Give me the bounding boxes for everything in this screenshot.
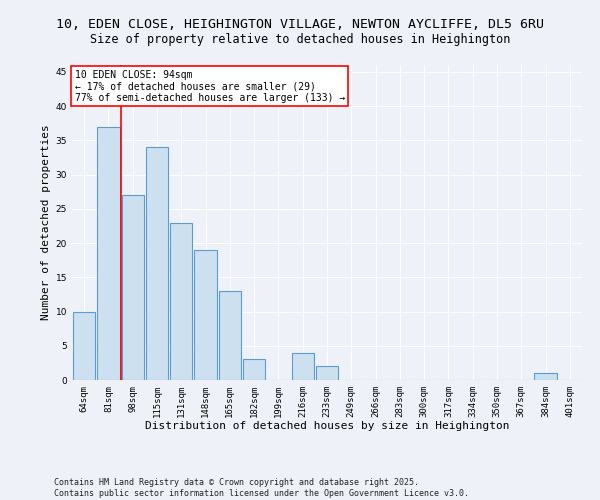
Text: Contains HM Land Registry data © Crown copyright and database right 2025.
Contai: Contains HM Land Registry data © Crown c…: [54, 478, 469, 498]
Bar: [146, 147, 168, 380]
Bar: [73, 312, 95, 380]
Text: Size of property relative to detached houses in Heighington: Size of property relative to detached ho…: [90, 32, 510, 46]
Bar: [535, 373, 557, 380]
Bar: [292, 352, 314, 380]
X-axis label: Distribution of detached houses by size in Heighington: Distribution of detached houses by size …: [145, 422, 509, 432]
Bar: [243, 360, 265, 380]
Y-axis label: Number of detached properties: Number of detached properties: [41, 124, 52, 320]
Bar: [122, 195, 144, 380]
Bar: [218, 291, 241, 380]
Text: 10 EDEN CLOSE: 94sqm
← 17% of detached houses are smaller (29)
77% of semi-detac: 10 EDEN CLOSE: 94sqm ← 17% of detached h…: [74, 70, 345, 103]
Bar: [316, 366, 338, 380]
Bar: [170, 222, 193, 380]
Bar: [97, 126, 119, 380]
Bar: [194, 250, 217, 380]
Text: 10, EDEN CLOSE, HEIGHINGTON VILLAGE, NEWTON AYCLIFFE, DL5 6RU: 10, EDEN CLOSE, HEIGHINGTON VILLAGE, NEW…: [56, 18, 544, 30]
